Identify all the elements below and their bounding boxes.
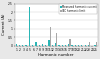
Bar [65, 45, 66, 46]
X-axis label: Harmonic number: Harmonic number [38, 53, 74, 57]
Bar [69, 39, 71, 46]
Bar [96, 42, 97, 46]
Bar [29, 7, 30, 46]
Bar [32, 45, 33, 46]
Bar [94, 45, 96, 46]
Bar [89, 42, 90, 46]
Bar [50, 26, 51, 46]
Bar [39, 45, 40, 46]
Legend: Measured harmonic current, IEC harmonic limit: Measured harmonic current, IEC harmonic … [59, 4, 97, 14]
Bar [84, 45, 86, 46]
Bar [45, 45, 46, 46]
Bar [16, 44, 17, 46]
Bar [35, 42, 36, 46]
Bar [75, 45, 76, 46]
Bar [88, 45, 89, 46]
Bar [52, 45, 53, 46]
Bar [42, 44, 43, 46]
Bar [81, 45, 82, 46]
Bar [62, 45, 63, 46]
Bar [56, 33, 57, 46]
Y-axis label: Current (A): Current (A) [2, 14, 6, 35]
Bar [71, 45, 73, 46]
Bar [58, 45, 60, 46]
Bar [22, 45, 23, 46]
Bar [19, 45, 20, 46]
Bar [48, 40, 50, 46]
Bar [78, 45, 79, 46]
Bar [26, 45, 27, 46]
Bar [55, 43, 56, 46]
Bar [68, 44, 69, 46]
